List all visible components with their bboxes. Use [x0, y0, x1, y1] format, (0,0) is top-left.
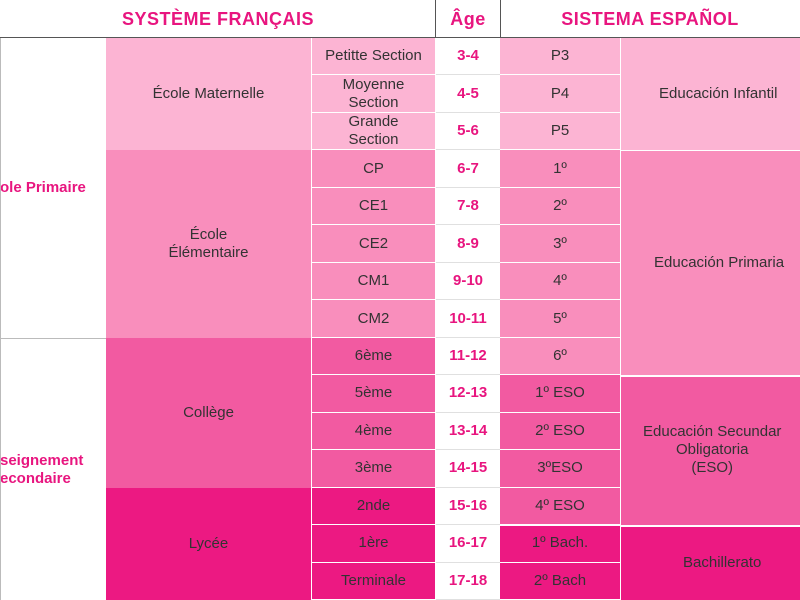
age-range: 10-11	[436, 300, 500, 338]
spanish-level: 4º	[500, 262, 621, 301]
age-range: 15-16	[436, 487, 500, 526]
spanish-level: 1º ESO	[500, 375, 621, 413]
french-level-cm1: CM1	[312, 262, 436, 301]
school-lycee: Lycée	[106, 488, 312, 600]
stage-educacion-primaria: Educación Primaria	[621, 150, 800, 375]
separator	[621, 150, 800, 151]
french-level-cp: CP	[312, 150, 436, 188]
stage-educacion-infantil: Educación Infantil	[621, 38, 800, 150]
header-spanish-system: SISTEMA ESPAÑOL	[500, 0, 800, 38]
school-ecole-elementaire: École Élémentaire	[106, 150, 312, 338]
spanish-level: 6º	[500, 337, 621, 376]
french-level-grande-section: Grande Section	[312, 112, 436, 151]
french-level-1-re: 1ère	[312, 525, 436, 563]
age-range: 11-12	[436, 337, 500, 376]
french-level-cm2: CM2	[312, 300, 436, 338]
stage-enseignement-secondaire: seignement econdaire	[0, 338, 106, 600]
age-range: 8-9	[436, 225, 500, 263]
french-level-3-me: 3ème	[312, 450, 436, 488]
age-range: 9-10	[436, 262, 500, 301]
spanish-level: 5º	[500, 300, 621, 338]
spanish-level: 4º ESO	[500, 487, 621, 526]
spanish-level: 3º	[500, 225, 621, 263]
header-french-system: SYSTÈME FRANÇAIS	[0, 0, 436, 38]
french-level-5-me: 5ème	[312, 375, 436, 413]
french-level-terminale: Terminale	[312, 562, 436, 600]
age-range: 7-8	[436, 187, 500, 226]
age-range: 5-6	[436, 112, 500, 151]
french-level-ce2: CE2	[312, 225, 436, 263]
age-range: 3-4	[436, 38, 500, 76]
age-range: 14-15	[436, 450, 500, 488]
french-level-6-me: 6ème	[312, 337, 436, 376]
french-level-2nde: 2nde	[312, 487, 436, 526]
school-college: Collège	[106, 338, 312, 488]
french-level-moyenne-section: Moyenne Section	[312, 75, 436, 113]
header-age: Âge	[436, 0, 500, 38]
french-level-ce1: CE1	[312, 187, 436, 226]
header-divider	[500, 0, 501, 38]
age-range: 16-17	[436, 525, 500, 563]
french-level-4-me: 4ème	[312, 412, 436, 451]
stage-ecole-primaire: ole Primaire	[0, 38, 106, 338]
stage-bachillerato: Bachillerato	[621, 525, 800, 600]
age-range: 17-18	[436, 562, 500, 600]
age-range: 4-5	[436, 75, 500, 113]
separator	[621, 375, 800, 377]
spanish-level: 2º Bach	[500, 562, 621, 600]
age-range: 13-14	[436, 412, 500, 451]
spanish-level: 1º Bach.	[500, 525, 621, 563]
school-ecole-maternelle: École Maternelle	[106, 38, 312, 150]
left-border	[0, 38, 1, 600]
spanish-level: P5	[500, 112, 621, 151]
age-range: 6-7	[436, 150, 500, 188]
spanish-level: P3	[500, 38, 621, 76]
age-range: 12-13	[436, 375, 500, 413]
header-divider	[435, 0, 436, 38]
spanish-level: P4	[500, 75, 621, 113]
stage-educacion-secundaria: Educación Secundar Obligatoria (ESO)	[621, 375, 800, 525]
spanish-level: 3ºESO	[500, 450, 621, 488]
spanish-level: 1º	[500, 150, 621, 188]
spanish-level: 2º ESO	[500, 412, 621, 451]
separator	[500, 525, 621, 526]
spanish-level: 2º	[500, 187, 621, 226]
separator	[621, 525, 800, 527]
french-level-petitte-section: Petitte Section	[312, 38, 436, 76]
